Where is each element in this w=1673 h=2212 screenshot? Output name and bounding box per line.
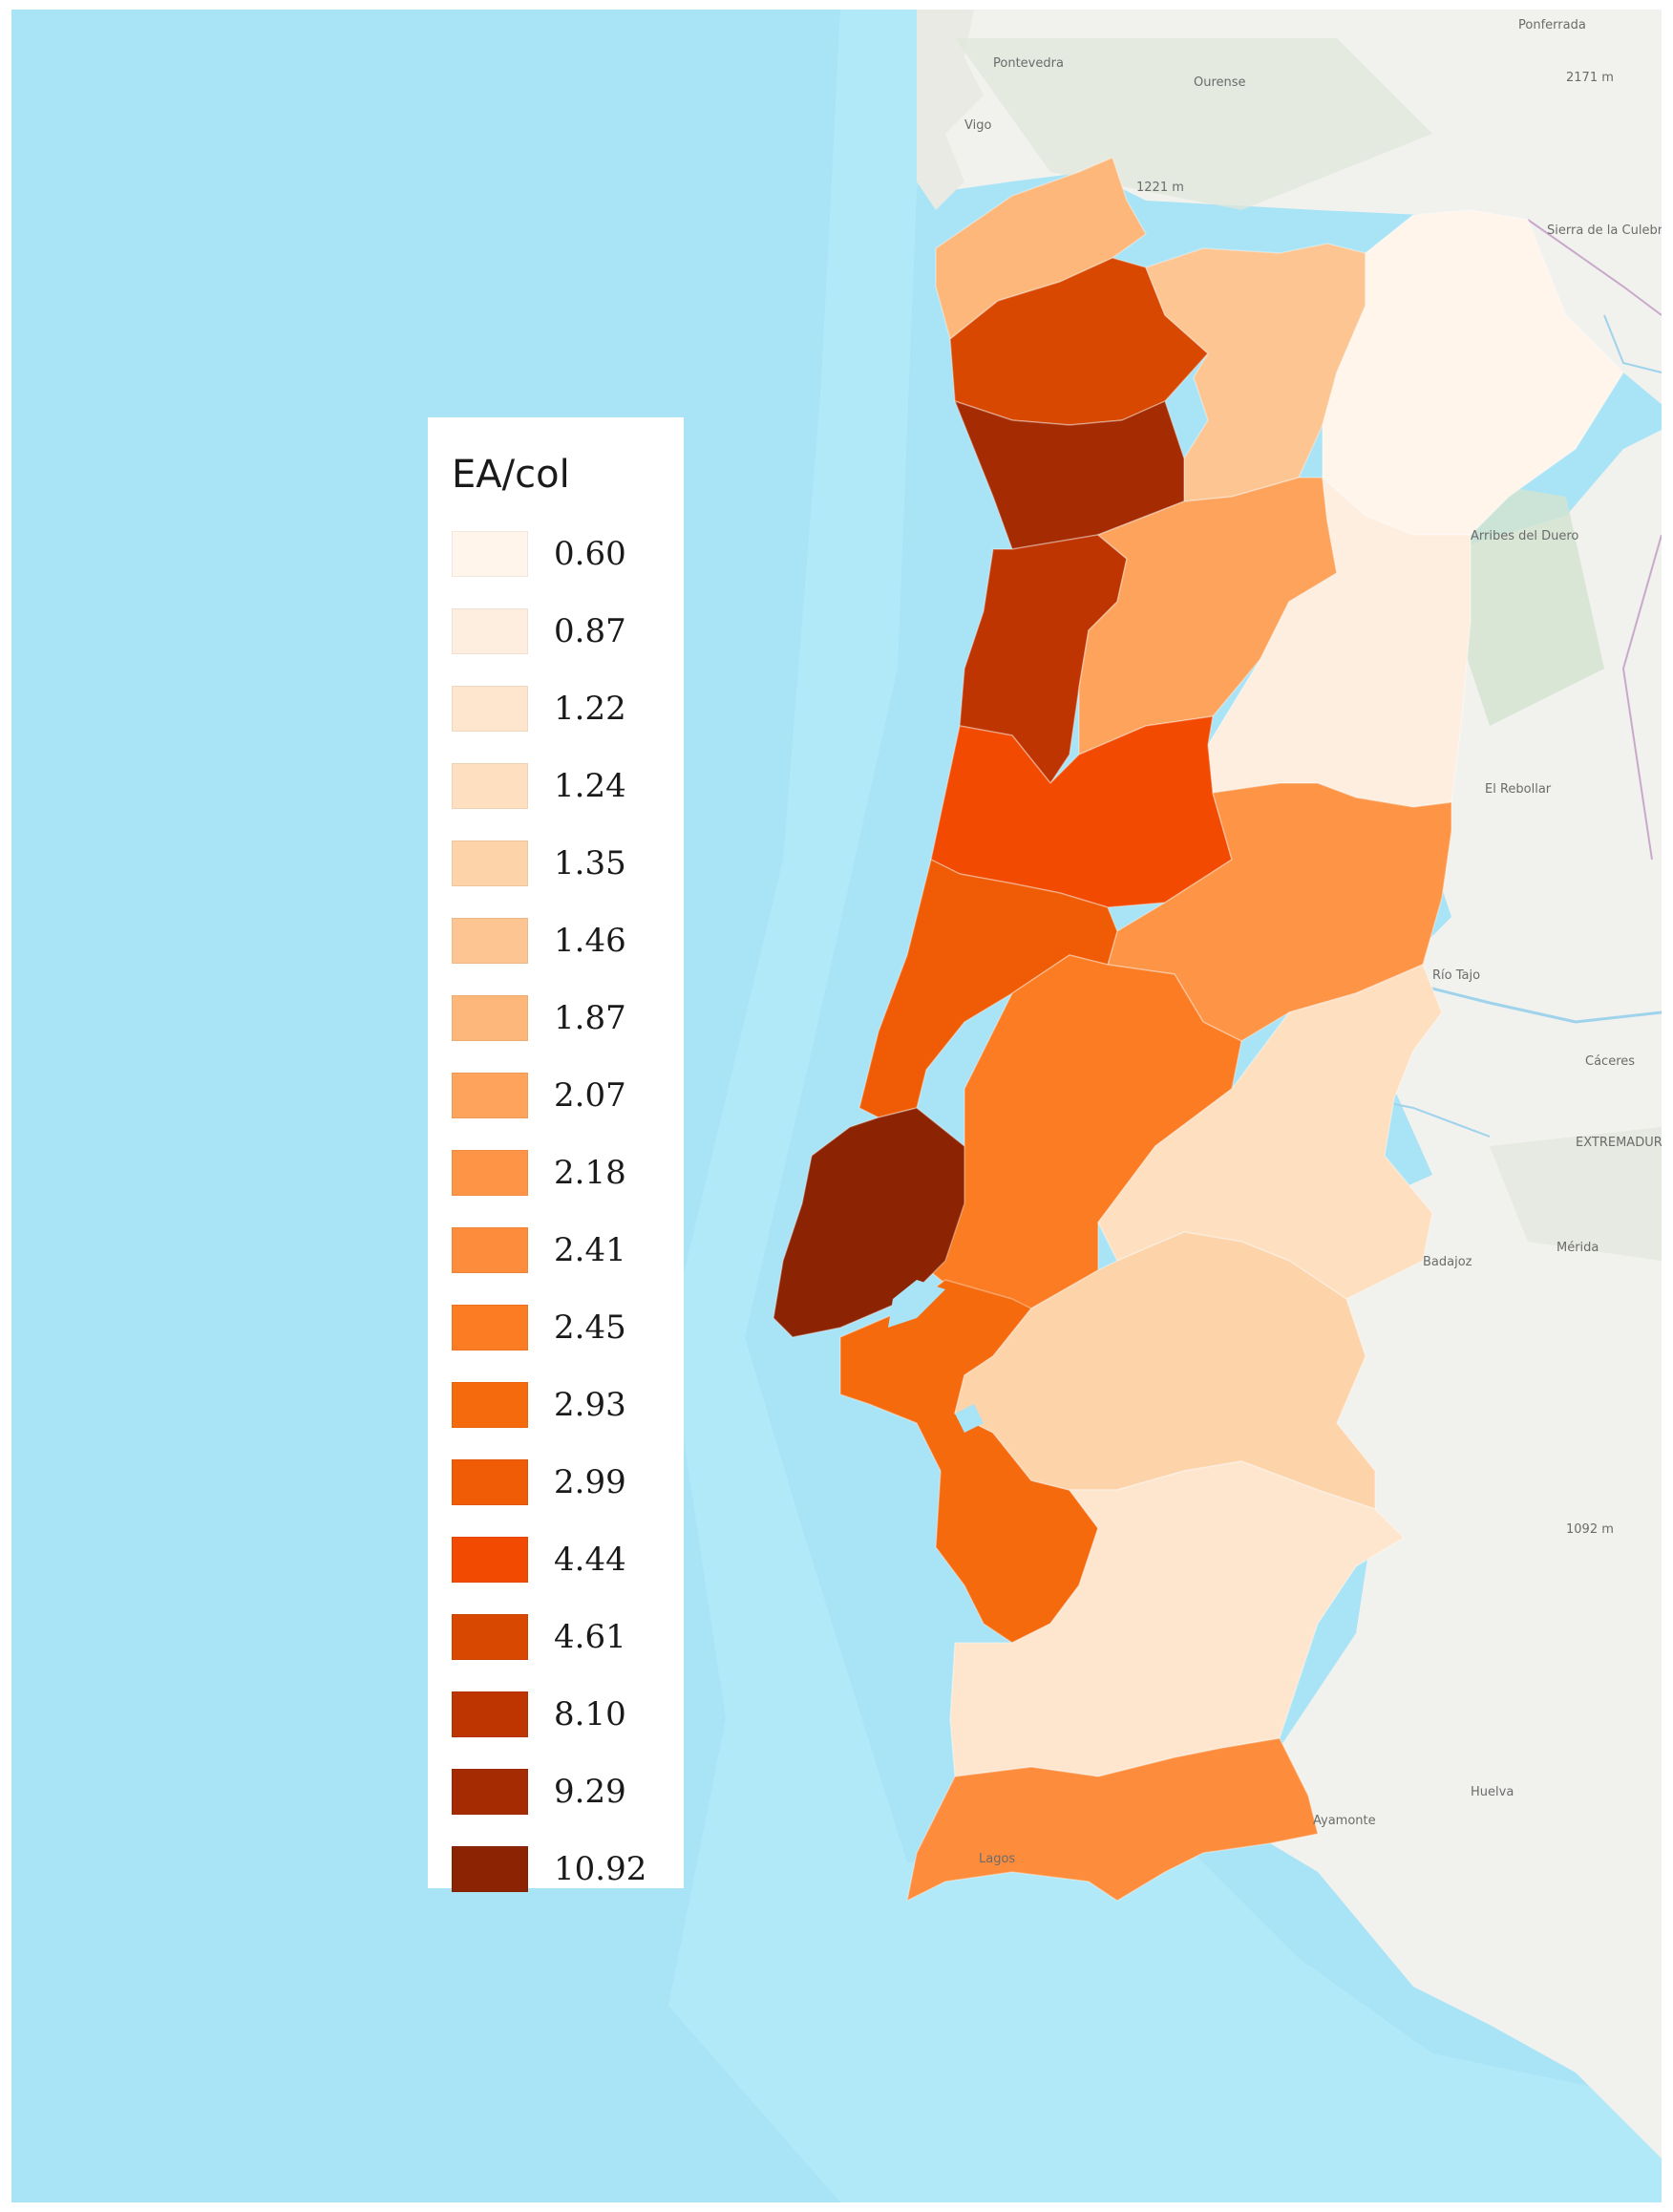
legend-swatch xyxy=(452,1072,528,1118)
legend-entries: 0.60 0.87 1.22 1.24 1.35 1.46 1.87 2.07 2.18 2.41… xyxy=(452,515,684,1907)
place-label: Ourense xyxy=(1194,75,1246,90)
legend-label: 1.35 xyxy=(554,843,626,883)
district-viana-do-castelo[interactable] xyxy=(935,157,1147,340)
place-label: Ponferrada xyxy=(1518,18,1586,32)
legend-item: 0.60 xyxy=(452,515,684,592)
place-label: Sierra de la Culebra xyxy=(1547,223,1670,238)
legend-item: 2.07 xyxy=(452,1056,684,1134)
frame-edge xyxy=(1662,0,1673,2212)
legend-swatch xyxy=(452,840,528,886)
legend-item: 4.61 xyxy=(452,1598,684,1675)
legend-item: 4.44 xyxy=(452,1521,684,1598)
legend-swatch xyxy=(452,1691,528,1737)
legend-swatch xyxy=(452,1149,528,1196)
legend-label: 0.87 xyxy=(554,611,626,650)
district-faro[interactable] xyxy=(906,1737,1319,1902)
legend-swatch xyxy=(452,607,528,654)
portugal-districts xyxy=(773,157,1624,1902)
legend-swatch xyxy=(452,917,528,964)
place-label: Río Tajo xyxy=(1432,968,1480,983)
legend-swatch xyxy=(452,530,528,577)
legend-item: 2.99 xyxy=(452,1443,684,1521)
frame-edge xyxy=(0,2202,1673,2212)
legend-item: 0.87 xyxy=(452,592,684,670)
region-border xyxy=(1621,534,1662,861)
galicia-land xyxy=(917,10,984,210)
place-label: 1221 m xyxy=(1136,181,1184,195)
legend-swatch xyxy=(452,1768,528,1815)
region-border xyxy=(1527,219,1662,316)
legend-label: 2.07 xyxy=(554,1075,626,1115)
district-beja[interactable] xyxy=(949,1460,1405,1777)
legend-item: 2.93 xyxy=(452,1366,684,1443)
legend-item: 1.87 xyxy=(452,979,684,1056)
legend-item: 1.22 xyxy=(452,670,684,747)
tejo-estuary xyxy=(888,1280,945,1328)
legend-swatch xyxy=(452,1536,528,1583)
legend-label: 10.92 xyxy=(554,1849,647,1888)
place-label: El Rebollar xyxy=(1485,782,1552,797)
legend-label: 2.41 xyxy=(554,1230,626,1269)
map-legend: EA/col 0.60 0.87 1.22 1.24 1.35 1.46 1.87 2.07 2… xyxy=(428,417,684,1892)
district-aveiro[interactable] xyxy=(959,534,1128,784)
legend-item: 8.10 xyxy=(452,1675,684,1753)
legend-item: 1.46 xyxy=(452,902,684,979)
legend-swatch xyxy=(452,1458,528,1505)
legend-item: 2.41 xyxy=(452,1211,684,1288)
frame-edge xyxy=(0,0,11,2212)
place-label: Huelva xyxy=(1471,1785,1514,1799)
legend-swatch xyxy=(452,762,528,809)
legend-label: 2.99 xyxy=(554,1462,626,1501)
place-label: 1092 m xyxy=(1566,1522,1614,1537)
legend-label: 2.18 xyxy=(554,1153,626,1192)
legend-label: 9.29 xyxy=(554,1772,626,1811)
place-label: Pontevedra xyxy=(993,56,1064,71)
legend-label: 0.60 xyxy=(554,534,626,573)
coastal-shelf xyxy=(668,10,1662,2202)
legend-label: 8.10 xyxy=(554,1694,626,1733)
legend-label: 1.22 xyxy=(554,689,626,728)
place-label: Cáceres xyxy=(1585,1054,1635,1069)
legend-item: 10.92 xyxy=(452,1830,684,1907)
place-label: 2171 m xyxy=(1566,71,1614,85)
legend-swatch xyxy=(452,994,528,1041)
frame-edge xyxy=(0,0,1673,10)
legend-label: 1.24 xyxy=(554,766,626,805)
legend-item: 2.18 xyxy=(452,1134,684,1211)
legend-label: 4.61 xyxy=(554,1617,626,1656)
place-label: Arribes del Duero xyxy=(1471,529,1578,543)
legend-label: 1.46 xyxy=(554,921,626,960)
district-portalegre[interactable] xyxy=(1097,964,1443,1300)
legend-item: 9.29 xyxy=(452,1753,684,1830)
legend-swatch xyxy=(452,1613,528,1660)
legend-item: 2.45 xyxy=(452,1288,684,1366)
legend-swatch xyxy=(452,685,528,732)
legend-swatch xyxy=(452,1226,528,1273)
place-label: Lagos xyxy=(979,1852,1015,1866)
district-porto[interactable] xyxy=(954,400,1185,550)
river xyxy=(1603,314,1662,373)
legend-title: EA/col xyxy=(452,453,570,497)
legend-item: 1.24 xyxy=(452,747,684,824)
legend-swatch xyxy=(452,1845,528,1892)
terrain-shade xyxy=(1451,478,1604,726)
legend-label: 1.87 xyxy=(554,998,626,1037)
legend-label: 4.44 xyxy=(554,1540,626,1579)
terrain-shade xyxy=(955,38,1432,210)
legend-swatch xyxy=(452,1304,528,1351)
district-braganca[interactable] xyxy=(1322,209,1624,536)
legend-item: 1.35 xyxy=(452,824,684,902)
place-label: EXTREMADURA xyxy=(1576,1136,1670,1150)
terrain-shade xyxy=(1490,1127,1662,1261)
place-label: Vigo xyxy=(964,118,991,133)
place-label: Badajoz xyxy=(1423,1255,1472,1269)
place-label: Mérida xyxy=(1557,1241,1599,1255)
legend-label: 2.45 xyxy=(554,1308,626,1347)
legend-label: 2.93 xyxy=(554,1385,626,1424)
place-label: Ayamonte xyxy=(1313,1814,1376,1828)
sado-estuary xyxy=(955,1404,984,1433)
river-tajo xyxy=(1412,982,1662,1024)
legend-swatch xyxy=(452,1381,528,1428)
